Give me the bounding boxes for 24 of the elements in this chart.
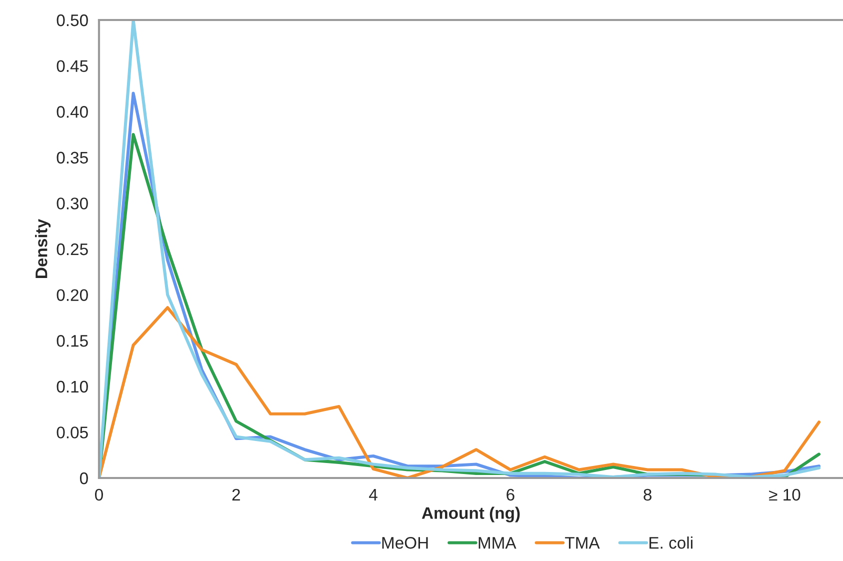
- x-tick-label: 0: [95, 488, 103, 501]
- line-series: [99, 306, 821, 478]
- y-tick-label: 0.30: [56, 198, 88, 210]
- y-tick-label: 0.35: [56, 152, 88, 164]
- x-tick-label: ≥ 10: [769, 488, 800, 501]
- y-tick-label: 0.25: [56, 243, 88, 256]
- y-tick-label: 0.45: [56, 60, 88, 72]
- legend-label: MeOH: [382, 536, 428, 549]
- x-tick-label: 4: [369, 489, 378, 500]
- y-tick-label: 0.15: [56, 335, 88, 347]
- x-tick-label: 6: [506, 488, 514, 501]
- x-tick-label: 8: [644, 488, 652, 501]
- y-tick-label: 0: [80, 472, 88, 484]
- y-tick-label: 0.05: [56, 426, 88, 438]
- legend-label: TMA: [565, 537, 600, 549]
- y-tick-label: 0.40: [56, 106, 88, 118]
- x-tick-label: 2: [232, 488, 240, 500]
- y-tick-label: 0.50: [56, 14, 88, 26]
- y-axis-title: Density: [35, 218, 51, 278]
- y-tick-label: 0.20: [56, 289, 88, 302]
- legend-label: E. coli: [650, 536, 692, 549]
- y-tick-label: 0.10: [56, 380, 88, 393]
- x-axis-title: Amount (ng): [422, 506, 520, 522]
- legend-label: MMA: [478, 537, 516, 549]
